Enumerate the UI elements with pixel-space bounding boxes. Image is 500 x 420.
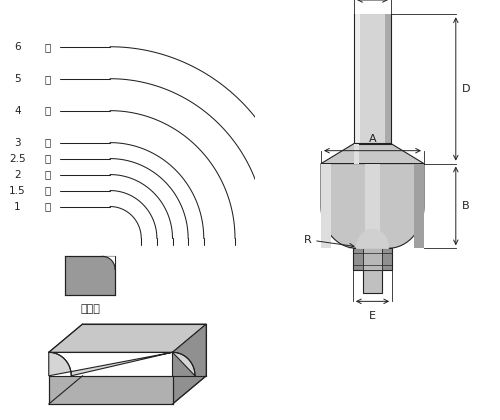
Polygon shape bbox=[363, 248, 382, 270]
Polygon shape bbox=[65, 256, 115, 295]
Text: D: D bbox=[462, 84, 470, 94]
Text: 4: 4 bbox=[14, 106, 21, 116]
Text: B: B bbox=[462, 201, 469, 211]
Text: 分: 分 bbox=[44, 154, 51, 164]
Polygon shape bbox=[49, 324, 206, 352]
Polygon shape bbox=[321, 144, 424, 164]
Text: 3: 3 bbox=[14, 138, 21, 147]
Text: 1: 1 bbox=[14, 202, 21, 212]
Text: 2: 2 bbox=[14, 170, 21, 180]
Polygon shape bbox=[321, 164, 424, 248]
Text: 分: 分 bbox=[44, 138, 51, 147]
Text: 分: 分 bbox=[44, 42, 51, 52]
Text: 分: 分 bbox=[44, 74, 51, 84]
Text: E: E bbox=[369, 311, 376, 321]
Text: 分: 分 bbox=[44, 106, 51, 116]
Polygon shape bbox=[102, 256, 115, 269]
Text: 6: 6 bbox=[14, 42, 21, 52]
Polygon shape bbox=[49, 352, 195, 376]
Text: 分: 分 bbox=[44, 170, 51, 180]
Text: 分: 分 bbox=[44, 202, 51, 212]
Polygon shape bbox=[363, 270, 382, 293]
Text: 分: 分 bbox=[44, 186, 51, 196]
Text: 2.5: 2.5 bbox=[9, 154, 26, 164]
Polygon shape bbox=[49, 376, 172, 404]
Text: 1.5: 1.5 bbox=[9, 186, 26, 196]
Polygon shape bbox=[353, 248, 392, 270]
Text: R: R bbox=[304, 235, 354, 248]
Text: A: A bbox=[368, 134, 376, 144]
Text: 5: 5 bbox=[14, 74, 21, 84]
Polygon shape bbox=[356, 230, 388, 248]
Polygon shape bbox=[172, 324, 206, 404]
Text: 被削材: 被削材 bbox=[80, 304, 100, 314]
